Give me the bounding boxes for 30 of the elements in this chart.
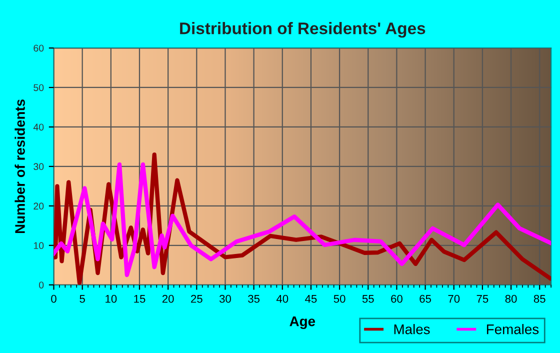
x-tick-label: 60 [391,294,402,303]
x-tick-label: 0 [51,294,56,303]
x-tick-label: 85 [534,294,546,303]
y-tick-label: 50 [34,84,44,92]
x-tick-label: 15 [134,295,146,303]
x-tick-label: 50 [334,294,346,303]
x-tick-label: 40 [276,294,288,303]
x-tick-label: 20 [162,294,174,303]
x-tick-label: 5 [80,295,85,303]
x-axis-title: Age [290,316,316,330]
x-tick-label: 10 [106,294,117,303]
x-tick-label: 30 [219,294,231,303]
x-tick-label: 80 [505,294,517,303]
y-axis-title: Number of residents [14,99,25,234]
x-tick-label: 65 [420,294,432,303]
x-tick-label: 55 [362,295,374,303]
x-tick-label: 35 [248,294,260,303]
x-tick-label: 45 [305,295,317,303]
y-tick-label: 10 [34,242,44,250]
x-tick-label: 70 [448,294,460,303]
y-tick-label: 0 [39,282,44,288]
y-tick-label: 20 [34,202,44,210]
legend-label: Males [394,324,430,334]
x-tick-label: 75 [476,295,488,303]
y-tick-label: 60 [34,44,44,52]
x-tick-label: 25 [191,294,202,303]
legend-label: Females [486,324,539,334]
y-tick-label: 40 [33,124,44,131]
chart-title: Distribution of Residents' Ages [180,22,426,38]
y-tick-label: 30 [34,163,44,170]
